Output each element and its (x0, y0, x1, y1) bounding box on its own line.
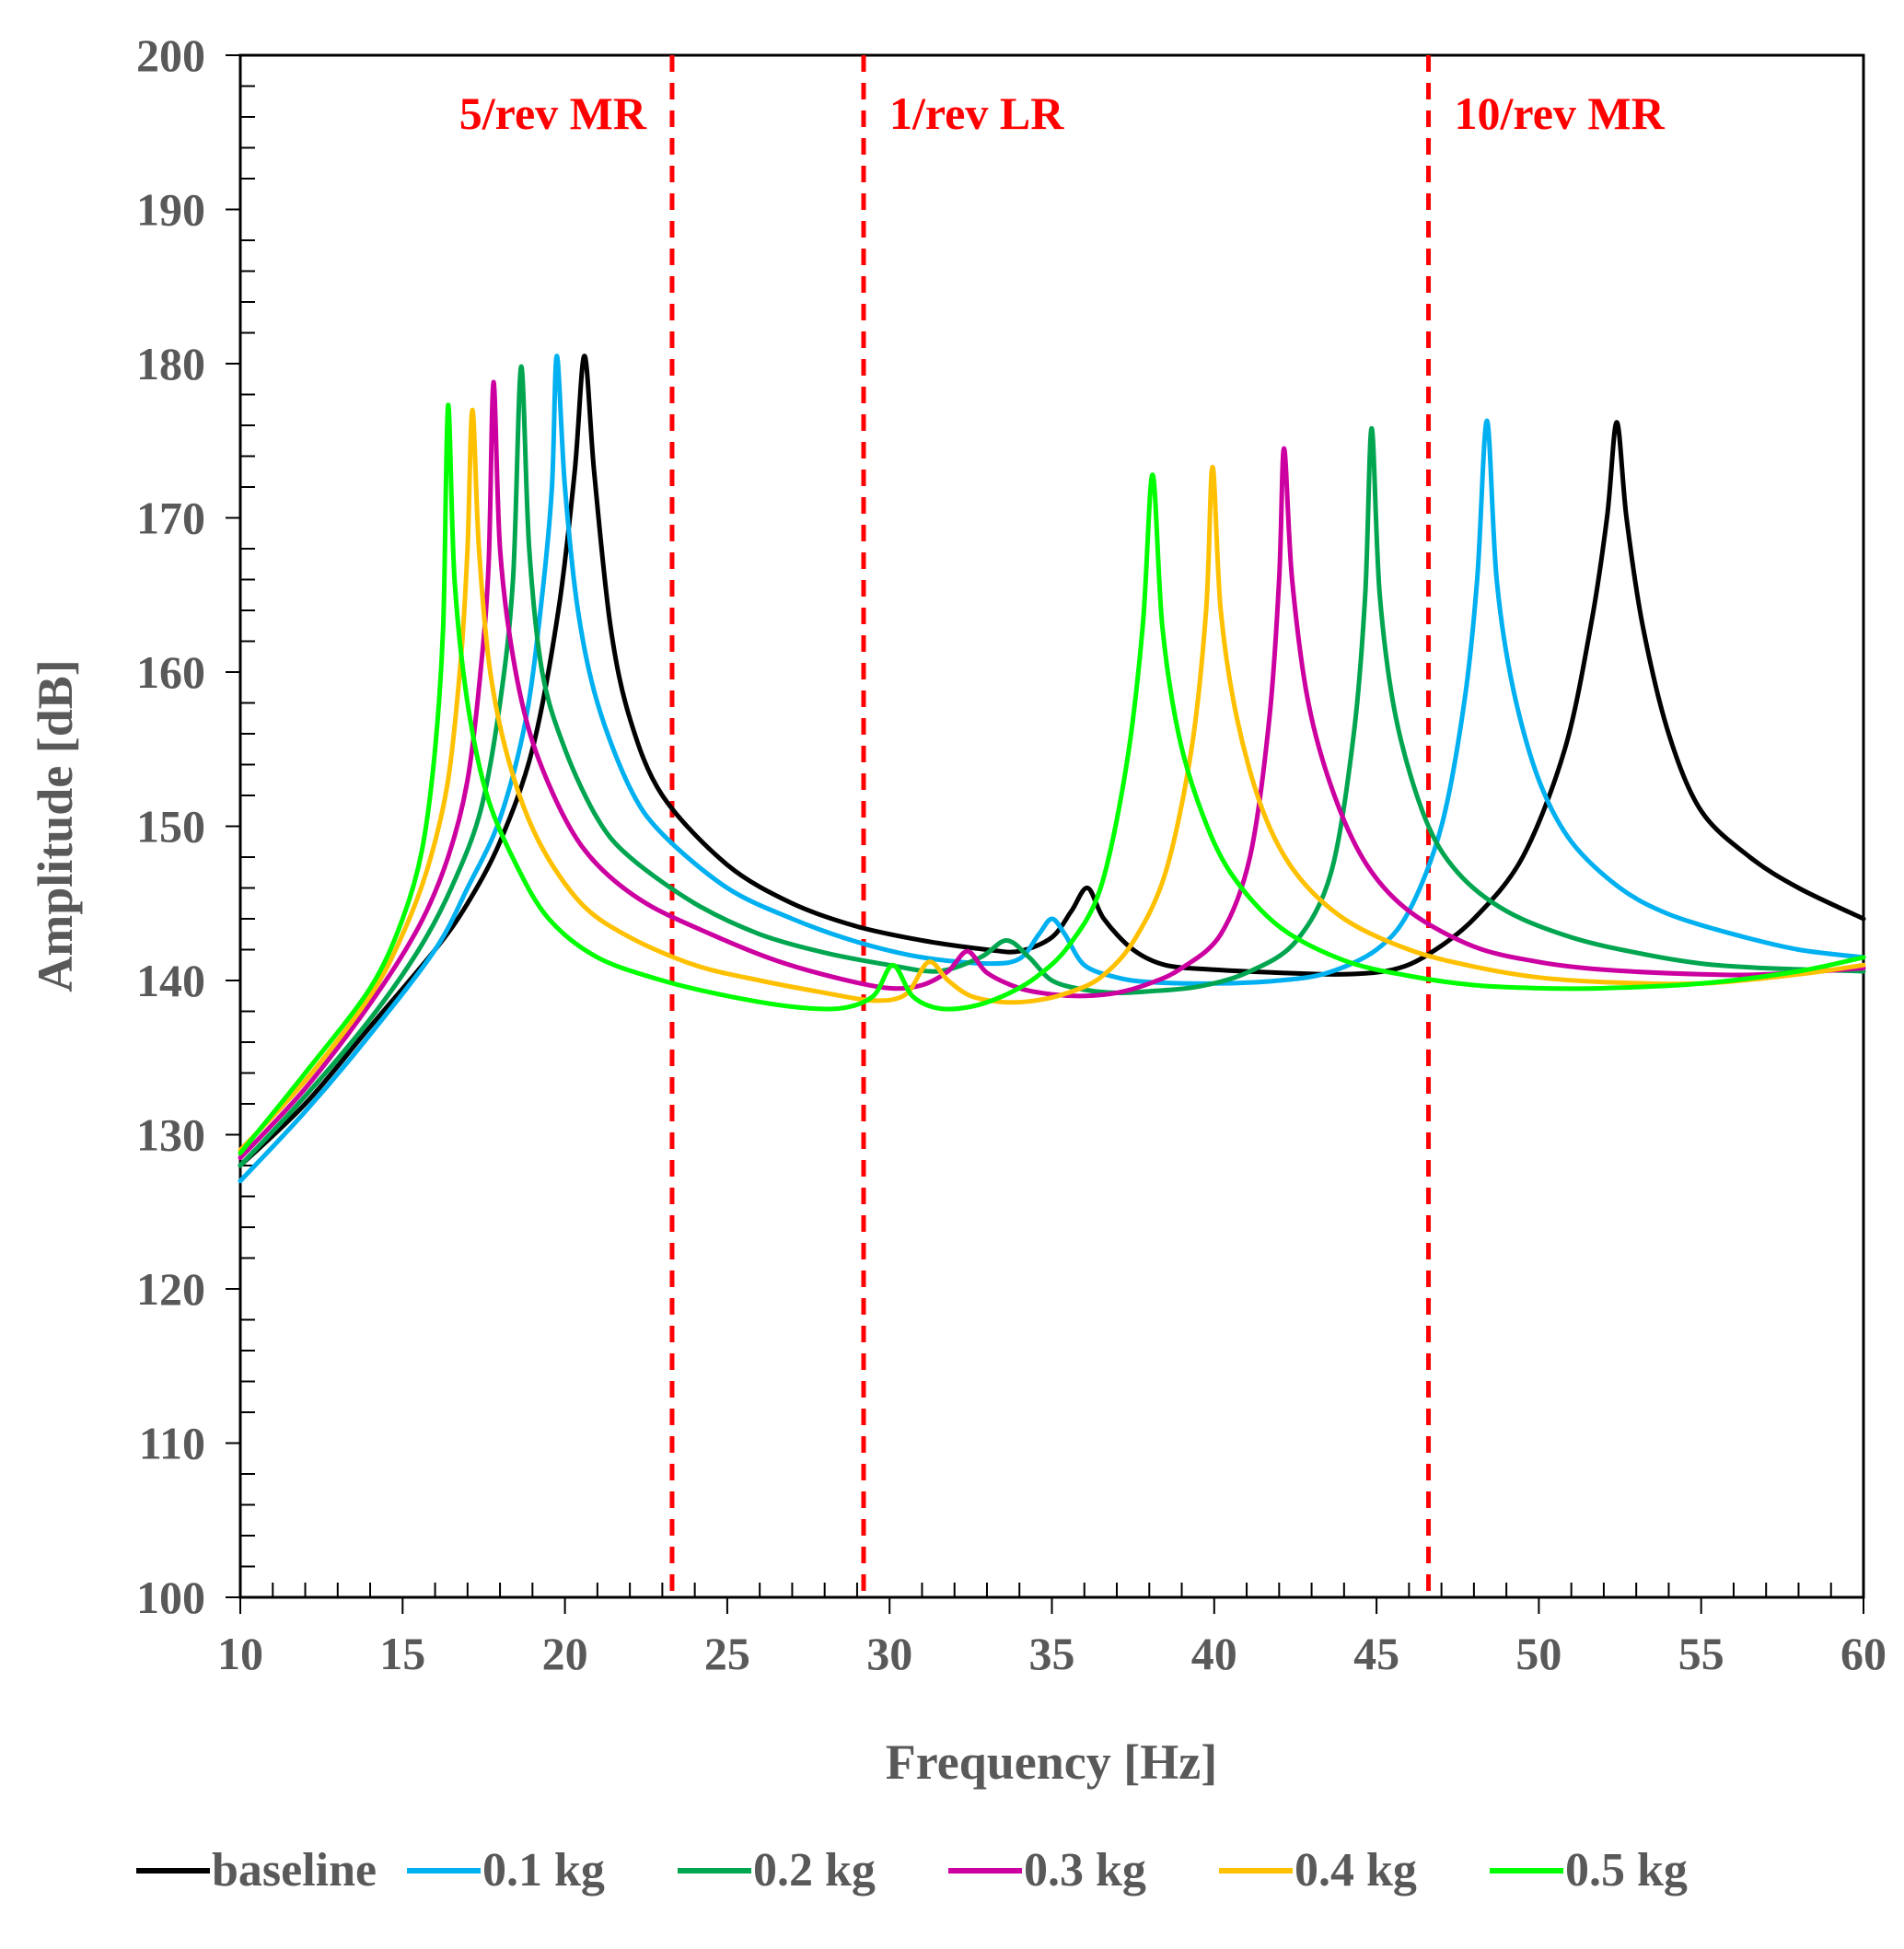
annotation-lines (669, 55, 1432, 1597)
series-line (238, 402, 1866, 1156)
x-tick-label: 45 (1353, 1628, 1399, 1679)
x-axis-title: Frequency [Hz] (886, 1734, 1217, 1790)
legend: baseline 0.1 kg 0.2 kg 0.3 kg 0.4 kg 0.5 kg (136, 1844, 1688, 1897)
series-lines (238, 354, 1866, 1184)
y-tick-label: 190 (136, 184, 205, 236)
legend-label: 0.3 kg (1024, 1844, 1146, 1897)
x-tick-labels: 10 15 20 25 30 35 40 45 50 55 60 (217, 1628, 1887, 1679)
y-tick-label: 130 (136, 1109, 205, 1161)
legend-label: 0.5 kg (1565, 1844, 1688, 1897)
y-tick-label: 140 (136, 955, 205, 1006)
y-tick-label: 160 (136, 646, 205, 698)
x-tick-label: 20 (542, 1628, 588, 1679)
x-tick-label: 25 (704, 1628, 750, 1679)
legend-label: 0.4 kg (1294, 1844, 1417, 1897)
series-line (238, 407, 1866, 1153)
annotation-label: 5/rev MR (459, 87, 647, 139)
y-tick-label: 120 (136, 1263, 205, 1315)
y-tick-label: 200 (136, 29, 205, 81)
x-tick-label: 50 (1515, 1628, 1562, 1679)
annotation-labels: 5/rev MR 1/rev LR 10/rev MR (459, 87, 1666, 139)
x-tick-label: 35 (1029, 1628, 1075, 1679)
y-tick-labels: 100 110 120 130 140 150 160 170 180 190 200 (136, 29, 205, 1623)
series-line (238, 364, 1866, 1168)
annotation-label: 1/rev LR (889, 87, 1064, 139)
y-axis-title: Amplitude [dB] (28, 659, 83, 992)
y-tick-label: 180 (136, 338, 205, 389)
y-tick-label: 150 (136, 801, 205, 853)
plot-frame (238, 53, 1865, 1599)
y-tick-label: 110 (139, 1418, 205, 1469)
x-tick-label: 15 (379, 1628, 425, 1679)
y-tick-label: 100 (136, 1572, 205, 1623)
legend-label: 0.2 kg (753, 1844, 876, 1897)
x-tick-label: 55 (1678, 1628, 1724, 1679)
x-tick-label: 40 (1191, 1628, 1237, 1679)
x-tick-label: 10 (217, 1628, 263, 1679)
annotation-label: 10/rev MR (1455, 87, 1666, 139)
y-tick-label: 170 (136, 493, 205, 544)
series-line (238, 379, 1866, 1161)
x-tick-label: 60 (1840, 1628, 1887, 1679)
series-line (238, 354, 1866, 1184)
series-line (238, 354, 1866, 1168)
axis-ticks (226, 54, 1864, 1614)
legend-label: baseline (212, 1844, 377, 1897)
legend-label: 0.1 kg (482, 1844, 605, 1897)
x-tick-label: 30 (866, 1628, 912, 1679)
